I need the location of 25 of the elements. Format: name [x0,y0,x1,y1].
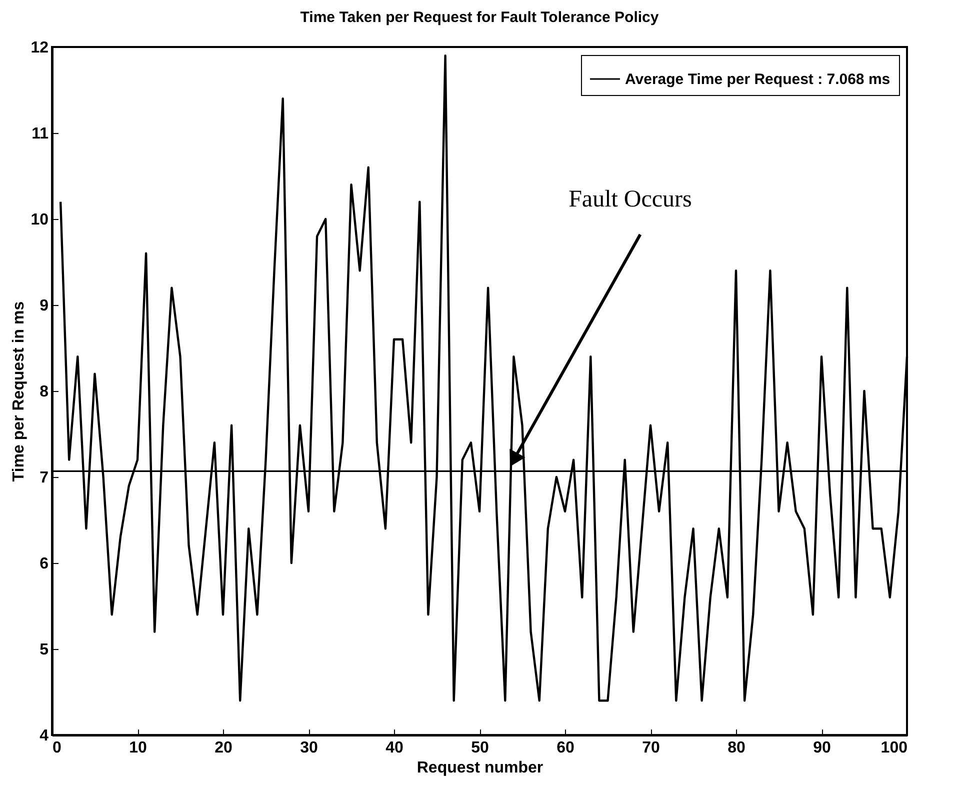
y-tick-label: 10 [30,212,49,228]
y-tick-label: 7 [40,470,49,486]
y-tick-label: 8 [40,384,49,400]
x-tick-label: 70 [642,740,660,756]
legend-label: Average Time per Request : 7.068 ms [625,71,890,88]
x-tick-label: 50 [471,740,489,756]
y-tick-label: 4 [40,728,49,744]
x-tick-label: 10 [129,740,147,756]
y-tick-label: 11 [32,126,49,142]
x-tick-label: 20 [214,740,232,756]
annotation: Fault Occurs [568,186,692,212]
x-tick-label: 90 [813,740,831,756]
x-tick-label: 80 [728,740,746,756]
x-tick-label: 60 [556,740,574,756]
x-tick-label: 30 [300,740,318,756]
x-tick-label: 40 [386,740,404,756]
y-tick-label: 9 [40,298,49,314]
x-tick-label: 0 [52,740,62,756]
y-axis-title: Time per Request in ms [10,301,28,482]
y-tick-label: 12 [30,40,49,56]
y-tick-label: 6 [40,556,49,572]
y-tick-label: 5 [40,642,49,658]
x-tick-label: 100 [880,740,908,756]
x-axis-title: Request number [416,760,544,776]
chart-title: Time Taken per Request for Fault Tolerance Policy [300,9,660,26]
